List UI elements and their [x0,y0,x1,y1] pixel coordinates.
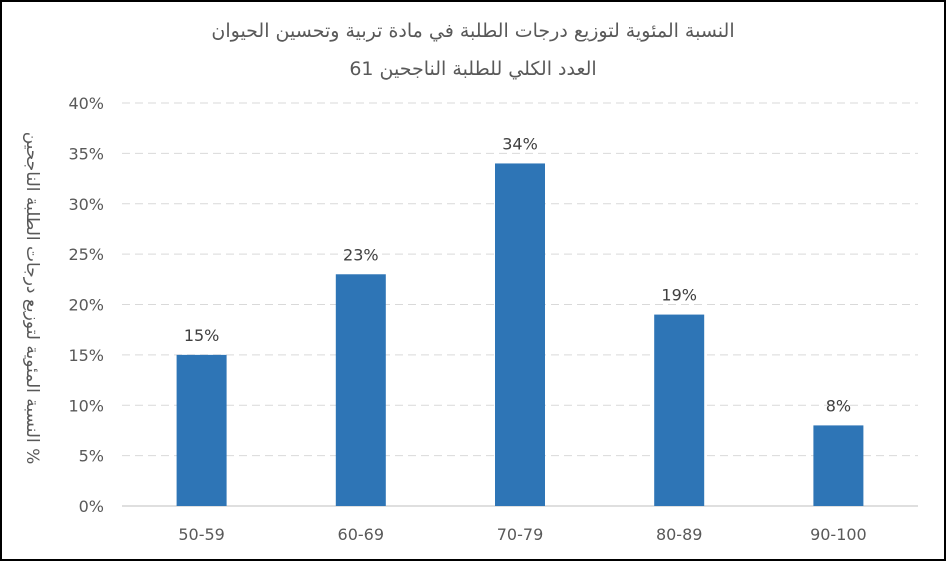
x-axis-ticks: 50-59 60-69 70-79 80-89 90-100 [178,525,866,544]
x-tick-label: 70-79 [497,525,544,544]
y-tick-label: 30% [68,195,104,214]
chart-subtitle: العدد الكلي للطلبة الناجحين 61 [349,58,597,80]
y-tick-label: 15% [68,346,104,365]
bar [654,314,705,506]
y-axis-label: % النسبة المئوية لتوزيع درجات الطلبة الن… [22,131,42,465]
x-tick-label: 80-89 [656,525,703,544]
y-tick-label: 20% [68,296,104,315]
y-tick-label: 25% [68,245,104,264]
bar [813,425,864,506]
y-tick-label: 40% [68,94,104,113]
y-tick-label: 10% [68,396,104,415]
y-tick-label: 0% [79,497,104,516]
y-axis-ticks: 0% 5% 10% 15% 20% 25% 30% 35% 40% [68,94,104,516]
x-tick-label: 60-69 [338,525,385,544]
data-label: 23% [343,245,379,264]
data-label: 15% [184,326,220,345]
bar [335,274,386,506]
x-tick-label: 90-100 [810,525,867,544]
y-tick-label: 35% [68,144,104,163]
bars [176,163,864,506]
bar [495,163,545,506]
x-tick-label: 50-59 [178,525,225,544]
bar [176,354,227,506]
data-label: 19% [661,286,697,305]
data-label: 34% [502,134,538,153]
chart-title: النسبة المئوية لتوزيع درجات الطلبة في ما… [211,20,735,42]
data-labels: 15% 23% 34% 19% 8% [184,134,851,415]
data-label: 8% [826,396,851,415]
y-tick-label: 5% [79,447,104,466]
